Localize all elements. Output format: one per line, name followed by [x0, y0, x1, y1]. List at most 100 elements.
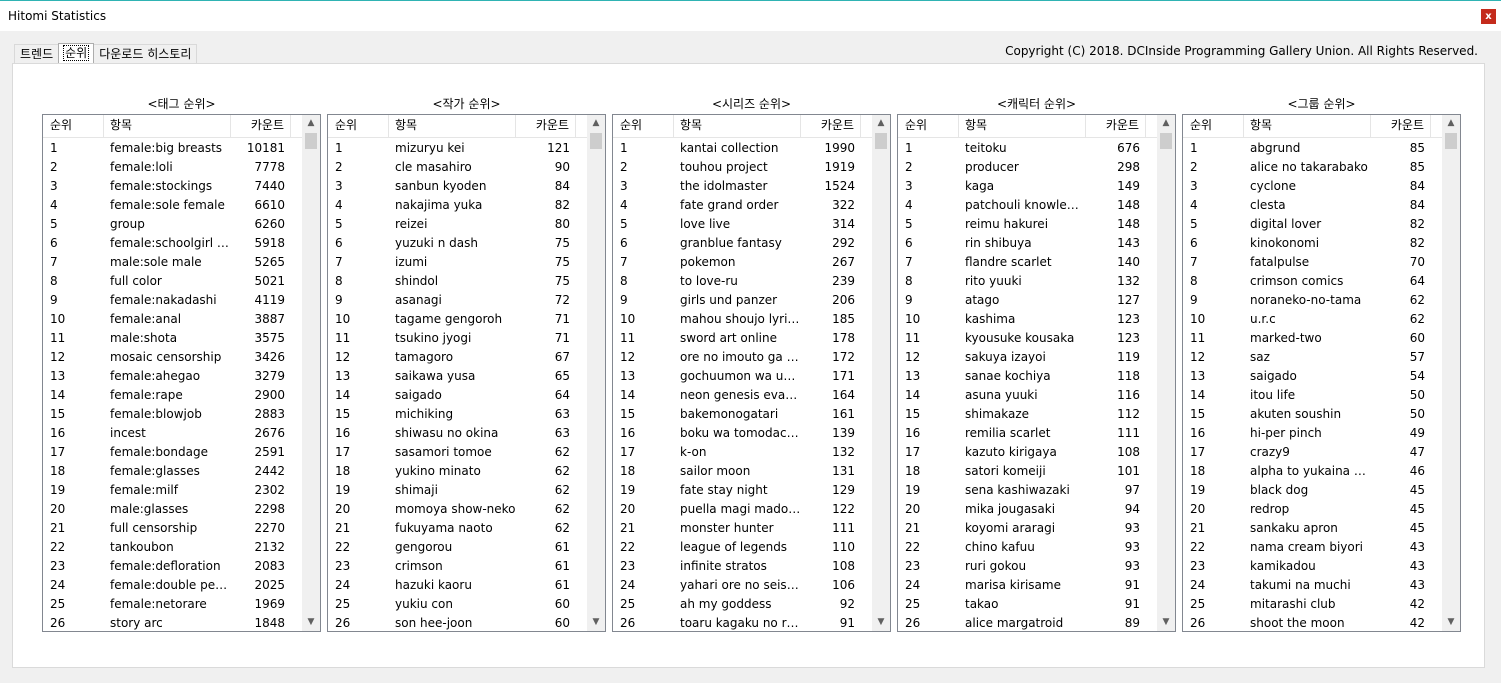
list-item[interactable]: 12 ore no imouto ga k... 172: [613, 348, 872, 367]
list-item[interactable]: 13 saikawa yusa 65: [328, 367, 587, 386]
list-item[interactable]: 5 reimu hakurei 148: [898, 215, 1157, 234]
column-header-item[interactable]: 항목: [674, 115, 801, 137]
list-item[interactable]: 20 redrop 45: [1183, 500, 1442, 519]
list-item[interactable]: 8 full color 5021: [43, 272, 302, 291]
list-item[interactable]: 9 noraneko-no-tama 62: [1183, 291, 1442, 310]
list-item[interactable]: 6 granblue fantasy 292: [613, 234, 872, 253]
list-item[interactable]: 26 son hee-joon 60: [328, 614, 587, 631]
list-item[interactable]: 15 shimakaze 112: [898, 405, 1157, 424]
list-item[interactable]: 23 crimson 61: [328, 557, 587, 576]
list-item[interactable]: 16 remilia scarlet 111: [898, 424, 1157, 443]
list-item[interactable]: 22 chino kafuu 93: [898, 538, 1157, 557]
list-item[interactable]: 25 takao 91: [898, 595, 1157, 614]
list-item[interactable]: 10 mahou shoujo lyric... 185: [613, 310, 872, 329]
tag-ranking-list[interactable]: 순위 항목 카운트 1 female:big breasts 10181 2 female:l…: [42, 114, 321, 632]
list-item[interactable]: 3 cyclone 84: [1183, 177, 1442, 196]
scroll-down-arrow-icon[interactable]: ▼: [1162, 617, 1170, 627]
list-item[interactable]: 20 mika jougasaki 94: [898, 500, 1157, 519]
list-item[interactable]: 12 sakuya izayoi 119: [898, 348, 1157, 367]
list-item[interactable]: 10 tagame gengoroh 71: [328, 310, 587, 329]
list-item[interactable]: 1 abgrund 85: [1183, 139, 1442, 158]
list-item[interactable]: 21 sankaku apron 45: [1183, 519, 1442, 538]
list-item[interactable]: 14 itou life 50: [1183, 386, 1442, 405]
list-item[interactable]: 26 story arc 1848: [43, 614, 302, 631]
column-header-count[interactable]: 카운트: [801, 115, 861, 137]
scroll-up-arrow-icon[interactable]: ▲: [307, 118, 315, 128]
list-item[interactable]: 13 sanae kochiya 118: [898, 367, 1157, 386]
list-item[interactable]: 8 shindol 75: [328, 272, 587, 291]
list-item[interactable]: 18 satori komeiji 101: [898, 462, 1157, 481]
list-item[interactable]: 9 atago 127: [898, 291, 1157, 310]
list-item[interactable]: 16 boku wa tomodach... 139: [613, 424, 872, 443]
list-item[interactable]: 20 male:glasses 2298: [43, 500, 302, 519]
list-item[interactable]: 19 sena kashiwazaki 97: [898, 481, 1157, 500]
scrollbar-thumb[interactable]: [1445, 133, 1457, 149]
scroll-down-arrow-icon[interactable]: ▼: [1447, 617, 1455, 627]
list-item[interactable]: 24 takumi na muchi 43: [1183, 576, 1442, 595]
list-item[interactable]: 18 yukino minato 62: [328, 462, 587, 481]
vertical-scrollbar[interactable]: ▲ ▼: [1157, 115, 1175, 631]
list-item[interactable]: 15 michiking 63: [328, 405, 587, 424]
list-item[interactable]: 8 crimson comics 64: [1183, 272, 1442, 291]
column-header-rank[interactable]: 순위: [613, 115, 674, 137]
list-item[interactable]: 8 to love-ru 239: [613, 272, 872, 291]
list-item[interactable]: 22 nama cream biyori 43: [1183, 538, 1442, 557]
list-item[interactable]: 2 touhou project 1919: [613, 158, 872, 177]
list-item[interactable]: 21 fukuyama naoto 62: [328, 519, 587, 538]
list-item[interactable]: 3 the idolmaster 1524: [613, 177, 872, 196]
list-item[interactable]: 2 producer 298: [898, 158, 1157, 177]
list-item[interactable]: 1 kantai collection 1990: [613, 139, 872, 158]
list-item[interactable]: 23 infinite stratos 108: [613, 557, 872, 576]
list-item[interactable]: 13 female:ahegao 3279: [43, 367, 302, 386]
list-item[interactable]: 11 kyousuke kousaka 123: [898, 329, 1157, 348]
list-item[interactable]: 15 bakemonogatari 161: [613, 405, 872, 424]
list-item[interactable]: 19 fate stay night 129: [613, 481, 872, 500]
list-item[interactable]: 18 sailor moon 131: [613, 462, 872, 481]
list-item[interactable]: 26 shoot the moon 42: [1183, 614, 1442, 631]
character-ranking-list[interactable]: 순위 항목 카운트 1 teitoku 676 2 producer 298 3 kaga 149 4 p…: [897, 114, 1176, 632]
list-item[interactable]: 5 group 6260: [43, 215, 302, 234]
list-item[interactable]: 13 saigado 54: [1183, 367, 1442, 386]
list-item[interactable]: 1 female:big breasts 10181: [43, 139, 302, 158]
list-item[interactable]: 26 toaru kagaku no rai... 91: [613, 614, 872, 631]
list-item[interactable]: 4 clesta 84: [1183, 196, 1442, 215]
list-item[interactable]: 12 saz 57: [1183, 348, 1442, 367]
list-item[interactable]: 23 kamikadou 43: [1183, 557, 1442, 576]
list-item[interactable]: 11 tsukino jyogi 71: [328, 329, 587, 348]
list-item[interactable]: 5 love live 314: [613, 215, 872, 234]
list-item[interactable]: 3 sanbun kyoden 84: [328, 177, 587, 196]
list-item[interactable]: 22 tankoubon 2132: [43, 538, 302, 557]
list-item[interactable]: 16 incest 2676: [43, 424, 302, 443]
list-item[interactable]: 24 female:double pene... 2025: [43, 576, 302, 595]
list-item[interactable]: 15 akuten soushin 50: [1183, 405, 1442, 424]
list-item[interactable]: 20 puella magi madok... 122: [613, 500, 872, 519]
list-item[interactable]: 12 tamagoro 67: [328, 348, 587, 367]
list-item[interactable]: 23 ruri gokou 93: [898, 557, 1157, 576]
scroll-up-arrow-icon[interactable]: ▲: [592, 118, 600, 128]
list-item[interactable]: 11 male:shota 3575: [43, 329, 302, 348]
list-item[interactable]: 7 pokemon 267: [613, 253, 872, 272]
list-item[interactable]: 4 fate grand order 322: [613, 196, 872, 215]
list-item[interactable]: 9 girls und panzer 206: [613, 291, 872, 310]
list-item[interactable]: 6 rin shibuya 143: [898, 234, 1157, 253]
list-item[interactable]: 25 mitarashi club 42: [1183, 595, 1442, 614]
list-item[interactable]: 4 patchouli knowledge 148: [898, 196, 1157, 215]
scroll-down-arrow-icon[interactable]: ▼: [307, 617, 315, 627]
scroll-down-arrow-icon[interactable]: ▼: [592, 617, 600, 627]
column-header-item[interactable]: 항목: [1244, 115, 1371, 137]
list-item[interactable]: 4 nakajima yuka 82: [328, 196, 587, 215]
list-item[interactable]: 25 ah my goddess 92: [613, 595, 872, 614]
group-ranking-list[interactable]: 순위 항목 카운트 1 abgrund 85 2 alice no takarabako 85 3…: [1182, 114, 1461, 632]
list-item[interactable]: 10 female:anal 3887: [43, 310, 302, 329]
list-item[interactable]: 22 gengorou 61: [328, 538, 587, 557]
scroll-up-arrow-icon[interactable]: ▲: [1162, 118, 1170, 128]
vertical-scrollbar[interactable]: ▲ ▼: [302, 115, 320, 631]
scroll-down-arrow-icon[interactable]: ▼: [877, 617, 885, 627]
column-header-rank[interactable]: 순위: [1183, 115, 1244, 137]
series-ranking-list[interactable]: 순위 항목 카운트 1 kantai collection 1990 2 touhou pro…: [612, 114, 891, 632]
list-item[interactable]: 2 alice no takarabako 85: [1183, 158, 1442, 177]
column-header-item[interactable]: 항목: [104, 115, 231, 137]
list-item[interactable]: 24 yahari ore no seish... 106: [613, 576, 872, 595]
scrollbar-thumb[interactable]: [305, 133, 317, 149]
list-item[interactable]: 2 cle masahiro 90: [328, 158, 587, 177]
